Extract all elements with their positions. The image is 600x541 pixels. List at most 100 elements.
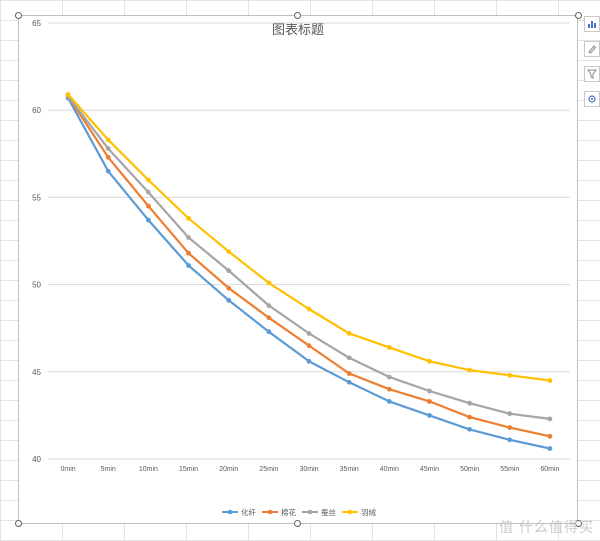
data-point[interactable] [507,437,513,443]
series-line[interactable] [67,93,551,382]
data-point[interactable] [266,303,272,308]
resize-handle-bottom-right[interactable] [575,520,582,527]
data-point[interactable] [547,416,553,422]
data-point[interactable] [507,372,513,378]
legend-swatch-marker [227,509,233,515]
legend-label: 棉花 [281,507,296,517]
data-point[interactable] [427,388,432,394]
resize-handle-bottom-center[interactable] [294,520,301,527]
data-point[interactable] [346,355,352,361]
y-tick-label: 60 [32,106,41,115]
data-point[interactable] [306,306,312,312]
chart-filter-icon [587,69,597,79]
y-tick-label: 50 [32,281,41,290]
data-point[interactable] [467,426,473,432]
data-point[interactable] [507,425,513,431]
data-point[interactable] [306,358,312,364]
resize-handle-top-right[interactable] [575,12,582,19]
data-point[interactable] [507,411,513,417]
chart-side-toolbar [584,16,600,116]
data-point[interactable] [226,268,232,274]
data-point[interactable] [186,250,191,256]
data-point[interactable] [467,414,473,420]
data-point[interactable] [427,399,432,404]
data-point[interactable] [145,177,151,183]
x-tick-label: 30min [299,466,318,473]
data-point[interactable] [386,374,392,380]
data-point[interactable] [105,137,111,143]
data-point[interactable] [266,329,272,335]
data-point[interactable] [65,92,71,97]
data-point[interactable] [145,203,151,209]
data-point[interactable] [346,331,352,336]
x-tick-label: 5min [101,466,116,473]
data-point[interactable] [346,379,352,385]
series-3[interactable] [65,92,553,383]
data-point[interactable] [105,154,111,160]
series-2[interactable] [65,93,553,422]
data-point[interactable] [186,215,191,221]
legend-item-3[interactable]: 羽绒 [342,507,376,517]
x-tick-label: 40min [380,466,399,473]
data-point[interactable] [105,168,111,174]
series-0[interactable] [65,95,553,451]
legend-item-0[interactable]: 化纤 [222,507,256,517]
data-point[interactable] [467,400,473,406]
x-tick-label: 45min [420,466,439,473]
chart-area[interactable] [18,15,578,524]
legend-label: 羽绒 [361,507,376,517]
series-line[interactable] [67,97,551,450]
legend-item-2[interactable]: 蚕丝 [302,507,336,517]
resize-handle-top-center[interactable] [294,12,301,19]
series-1[interactable] [65,93,553,439]
x-tick-label: 10min [139,466,158,473]
legend-label: 蚕丝 [321,507,336,517]
data-point[interactable] [145,189,151,195]
data-point[interactable] [186,263,191,268]
chart-elements-icon [588,21,596,28]
data-point[interactable] [547,433,553,439]
x-tick-label: 20min [219,466,238,473]
gridlines [48,22,570,460]
x-tick-label: 15min [179,466,198,473]
resize-handle-bottom-left[interactable] [15,520,22,527]
data-point[interactable] [266,280,272,286]
chart-elements-button[interactable] [584,16,600,32]
y-axis-ticks: 40 45 50 55 60 65 [32,19,41,464]
data-point[interactable] [226,249,232,254]
data-point[interactable] [386,399,392,404]
legend-item-1[interactable]: 棉花 [262,507,296,517]
y-tick-label: 45 [32,368,41,377]
data-point[interactable] [226,297,232,303]
legend-swatch-marker [267,509,273,515]
resize-handle-top-left[interactable] [15,12,22,19]
data-point[interactable] [386,344,392,350]
data-point[interactable] [226,285,232,291]
data-point[interactable] [266,315,272,321]
data-point[interactable] [306,331,312,336]
legend: 化纤 棉花 蚕丝 羽绒 [222,507,376,517]
data-point[interactable] [145,217,151,223]
settings-icon [588,95,596,103]
chart-settings-button[interactable] [584,91,600,107]
x-tick-label: 25min [259,466,278,473]
data-point[interactable] [467,367,473,373]
x-tick-label: 60min [540,466,559,473]
x-tick-label: 35min [340,466,359,473]
chart-filter-button[interactable] [584,66,600,82]
chart-style-button[interactable] [584,41,600,57]
data-point[interactable] [346,371,352,376]
data-point[interactable] [547,446,553,451]
data-point[interactable] [386,386,392,392]
data-point[interactable] [427,358,432,364]
chart-title[interactable]: 图表标题 [272,22,324,37]
data-point[interactable] [105,146,111,151]
data-point[interactable] [427,413,432,418]
data-point[interactable] [306,343,312,349]
series-line[interactable] [67,95,551,438]
watermark: 值 什么值得买 [499,519,594,535]
x-tick-label: 0min [60,466,75,473]
data-point[interactable] [186,235,191,240]
data-point[interactable] [547,378,553,383]
